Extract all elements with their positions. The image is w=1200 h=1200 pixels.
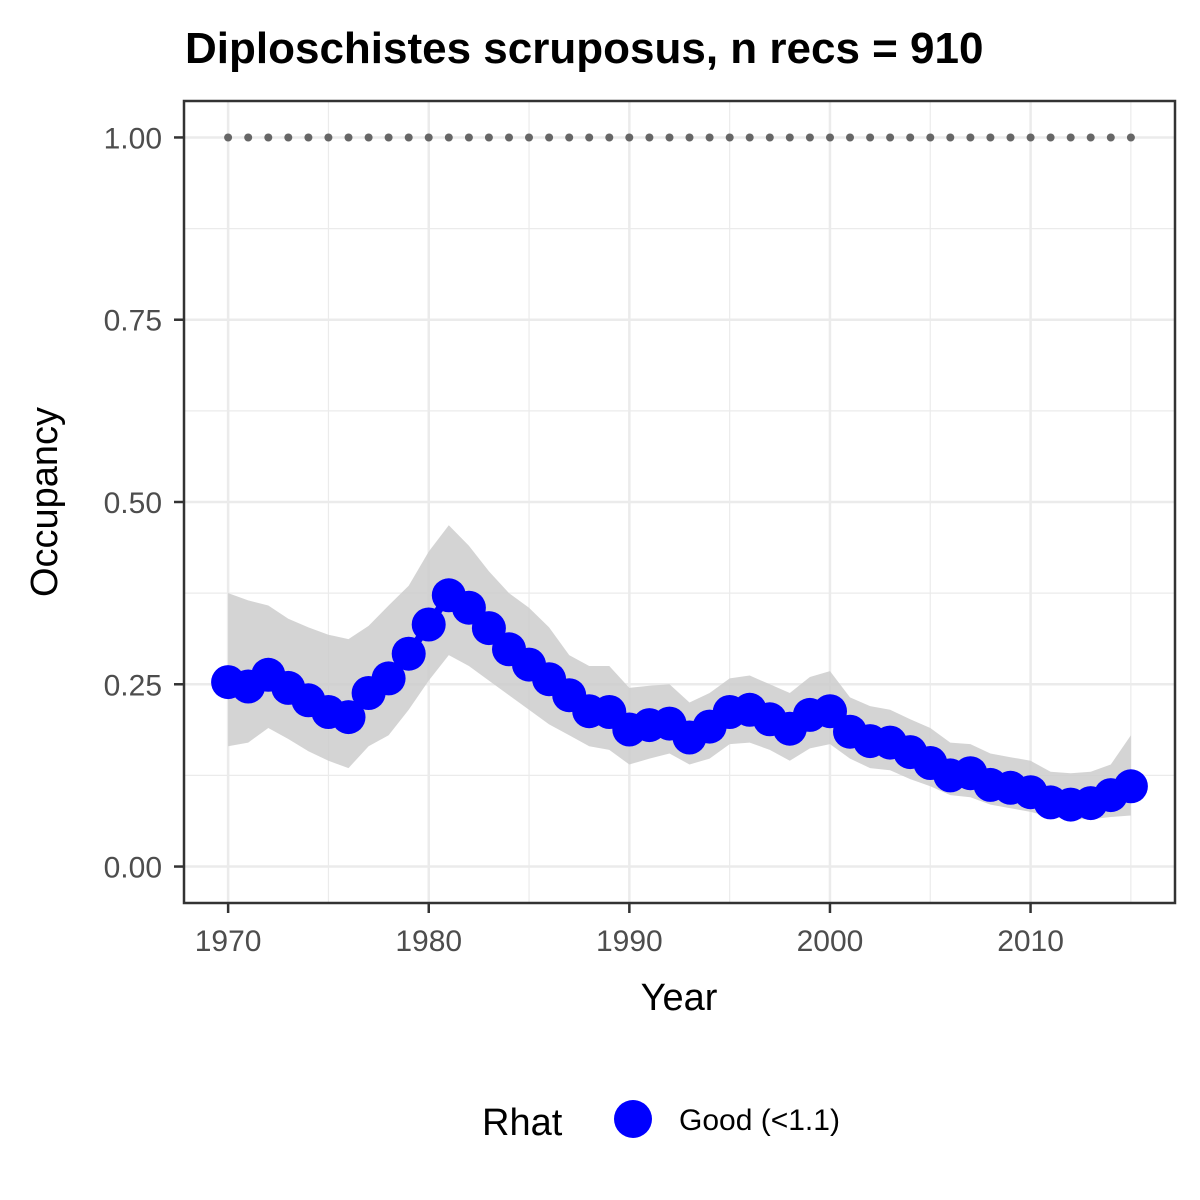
reference-dot xyxy=(665,133,674,142)
reference-dot xyxy=(344,133,353,142)
reference-dot xyxy=(1086,133,1095,142)
reference-dot xyxy=(264,133,273,142)
occupancy-points xyxy=(211,578,1148,822)
x-axis: 1970 1980 1990 2000 2010 xyxy=(195,903,1064,958)
y-tick-label: 0.50 xyxy=(104,487,162,520)
reference-dot xyxy=(424,133,433,142)
reference-dot xyxy=(545,133,554,142)
reference-dot xyxy=(805,133,814,142)
data-point xyxy=(1113,769,1148,804)
reference-dot xyxy=(1106,133,1115,142)
reference-dot xyxy=(745,133,754,142)
reference-dot xyxy=(785,133,794,142)
y-axis: 0.00 0.25 0.50 0.75 1.00 xyxy=(104,122,184,885)
reference-dot xyxy=(625,133,634,142)
y-tick-label: 0.25 xyxy=(104,669,162,702)
chart-title: Diploschistes scruposus, n recs = 910 xyxy=(185,24,983,73)
y-axis-title: Occupancy xyxy=(24,407,66,597)
reference-dot xyxy=(1046,133,1055,142)
reference-dot xyxy=(244,133,253,142)
reference-dot xyxy=(444,133,453,142)
y-tick-label: 0.00 xyxy=(104,852,162,885)
reference-dot xyxy=(645,133,654,142)
y-tick-label: 0.75 xyxy=(104,305,162,338)
reference-dot xyxy=(525,133,533,142)
reference-dot xyxy=(1026,133,1035,142)
reference-dot xyxy=(966,133,975,142)
reference-dot xyxy=(585,133,594,142)
data-point xyxy=(411,607,446,642)
legend: Rhat Good (<1.1) xyxy=(482,1100,840,1144)
data-point xyxy=(331,700,366,735)
reference-dotted-line xyxy=(224,133,1135,142)
x-tick-label: 1980 xyxy=(395,925,462,958)
legend-key-circle xyxy=(614,1100,652,1138)
reference-dot xyxy=(846,133,854,142)
data-point xyxy=(371,661,406,696)
reference-dot xyxy=(886,133,895,142)
y-tick-label: 1.00 xyxy=(104,122,162,155)
legend-label: Good (<1.1) xyxy=(679,1104,840,1137)
reference-dot xyxy=(464,133,473,142)
reference-dot xyxy=(605,133,614,142)
reference-dot xyxy=(224,133,233,142)
reference-dot xyxy=(826,133,834,142)
reference-dot xyxy=(906,133,915,142)
reference-dot xyxy=(926,133,935,142)
reference-dot xyxy=(484,133,493,142)
reference-dot xyxy=(986,133,995,142)
reference-dot xyxy=(1066,133,1075,142)
reference-dot xyxy=(725,133,734,142)
x-tick-label: 1990 xyxy=(596,925,663,958)
reference-dot xyxy=(866,133,875,142)
reference-dot xyxy=(384,133,393,142)
data-point xyxy=(391,636,426,671)
reference-dot xyxy=(1126,133,1135,142)
x-tick-label: 2000 xyxy=(797,925,864,958)
x-tick-label: 1970 xyxy=(195,925,262,958)
reference-dot xyxy=(284,133,293,142)
reference-dot xyxy=(565,133,574,142)
reference-dot xyxy=(324,133,333,142)
reference-dot xyxy=(705,133,714,142)
x-tick-label: 2010 xyxy=(997,925,1064,958)
reference-dot xyxy=(685,133,694,142)
reference-dot xyxy=(765,133,774,142)
reference-dot xyxy=(1006,133,1015,142)
reference-dot xyxy=(404,133,413,142)
data-point xyxy=(471,611,506,646)
reference-dot xyxy=(304,133,313,142)
x-axis-title: Year xyxy=(641,977,718,1019)
legend-title: Rhat xyxy=(482,1102,563,1144)
reference-dot xyxy=(505,133,513,142)
reference-dot xyxy=(946,133,955,142)
reference-dot xyxy=(364,133,373,142)
